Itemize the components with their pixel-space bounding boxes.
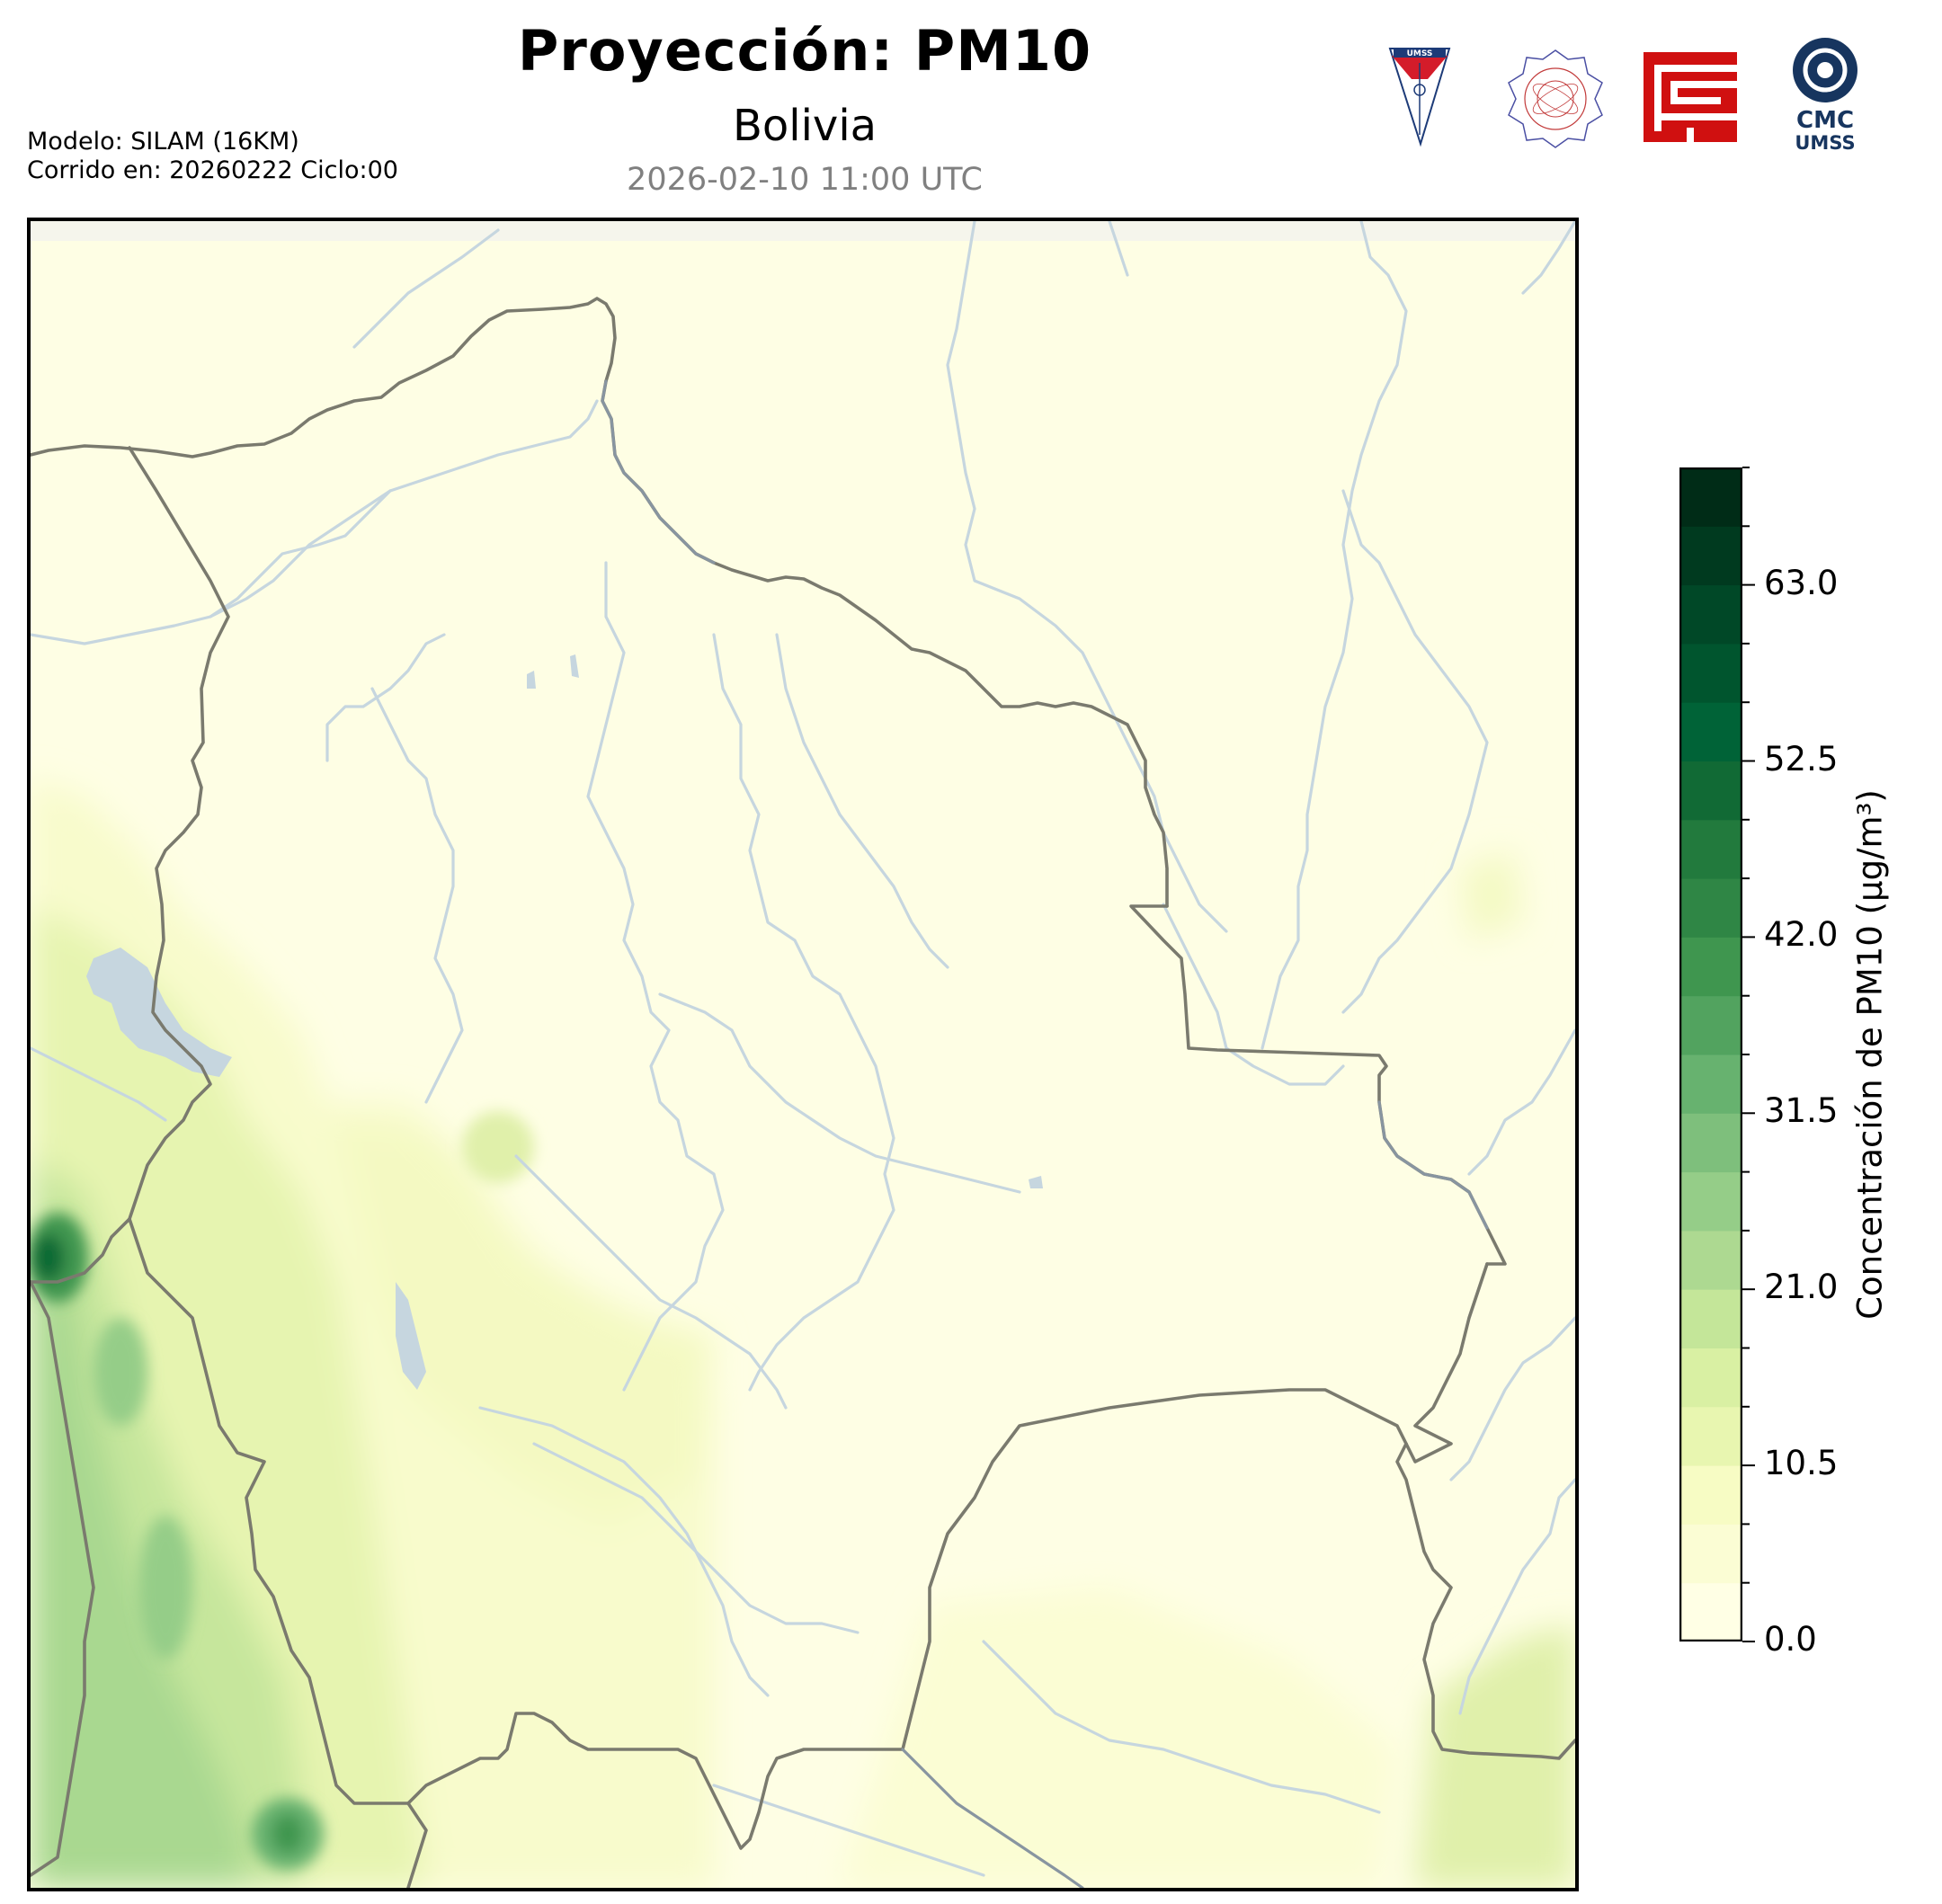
page-title: Proyección: PM10 <box>517 18 1092 84</box>
colorbar-tick-label: 52.5 <box>1764 739 1839 779</box>
border-paraguay-east <box>1395 1442 1575 1760</box>
colorbar-segment <box>1679 878 1742 938</box>
colorbar-segment <box>1679 526 1742 586</box>
colorbar-segment <box>1679 643 1742 703</box>
border-chile-south <box>128 1217 428 1888</box>
border-peru-north <box>128 446 230 1221</box>
model-info: Modelo: SILAM (16KM) Corrido en: 20260222… <box>27 128 398 185</box>
map-panel[interactable] <box>27 218 1579 1891</box>
umss-logo-text: UMSS <box>1407 49 1433 58</box>
colorbar-segment <box>1679 1113 1742 1173</box>
colorbar-segment <box>1679 819 1742 879</box>
colorbar-segment <box>1679 1171 1742 1232</box>
border-chile-argentina <box>31 1217 131 1284</box>
country-borders <box>31 297 1575 1888</box>
model-name-line: Modelo: SILAM (16KM) <box>27 128 299 156</box>
colorbar-segment <box>1679 1406 1742 1466</box>
umss-sub-logo-text: UMSS <box>1795 132 1855 154</box>
colorbar-label-text: Concentración de PM10 (µg/m³) <box>1850 789 1890 1320</box>
cmc-logo-text: CMC <box>1796 107 1854 134</box>
colorbar-tick-label: 42.0 <box>1764 915 1839 955</box>
lakes <box>86 654 1043 1390</box>
colorbar-ticks: 0.0 10.5 21.0 31.5 42.0 52.5 63.0 <box>1742 467 1877 1659</box>
colorbar-segment <box>1679 937 1742 997</box>
colorbar-tick-label: 31.5 <box>1764 1091 1839 1131</box>
lake-titicaca <box>86 948 232 1077</box>
border-argentina-north <box>406 1712 904 1850</box>
colorbar-segment <box>1679 1289 1742 1348</box>
map-subtitle: Bolivia <box>732 101 877 151</box>
border-paraguay <box>901 1262 1489 1751</box>
lake-poopo <box>396 1282 426 1390</box>
colorbar-segment <box>1679 1582 1742 1642</box>
departamento-de-fisica-seal-logo <box>1508 49 1603 148</box>
colorbar-segment <box>1679 702 1742 761</box>
colorbar-segment <box>1679 1230 1742 1290</box>
colorbar-tick-label: 10.5 <box>1764 1444 1839 1483</box>
colorbar-tick-marks <box>1742 467 1755 1642</box>
colorbar-frame <box>1679 467 1743 1642</box>
model-run-line: Corrido en: 20260222 Ciclo:00 <box>27 156 398 184</box>
colorbar-segment <box>1679 1348 1742 1408</box>
colorbar-segment <box>1679 584 1742 645</box>
cmc-umss-logo: CMC UMSS <box>1793 38 1857 154</box>
colorbar-segment <box>1679 761 1742 821</box>
umss-shield-logo: UMSS <box>1388 48 1451 147</box>
colorbar-segment <box>1679 1054 1742 1114</box>
hotspot-southwest-core <box>272 1814 304 1854</box>
colorbar-segment <box>1679 467 1742 527</box>
colorbar-segment <box>1679 1524 1742 1584</box>
colorbar-tick-label: 0.0 <box>1764 1620 1817 1659</box>
hotspot-west-core <box>32 1234 65 1281</box>
map-edge-band <box>31 221 1575 241</box>
map-canvas <box>31 221 1575 1888</box>
colorbar-gradient <box>1679 467 1743 1642</box>
colorbar-segment <box>1679 1465 1742 1525</box>
colorbar <box>1679 467 1743 1642</box>
logo-strip: UMSS CMC UMSS <box>1376 36 1879 162</box>
rivers <box>31 221 1575 1877</box>
border-peru-brazil-north <box>31 297 617 458</box>
colorbar-tick-label: 21.0 <box>1764 1268 1839 1307</box>
forecast-timestamp: 2026-02-10 11:00 UTC <box>627 162 983 198</box>
red-geometric-logo <box>1644 52 1737 142</box>
river-borders <box>601 379 1489 1888</box>
colorbar-segment <box>1679 995 1742 1055</box>
pm10-hotspots <box>31 1111 534 1870</box>
colorbar-tick-label: 63.0 <box>1764 563 1839 602</box>
